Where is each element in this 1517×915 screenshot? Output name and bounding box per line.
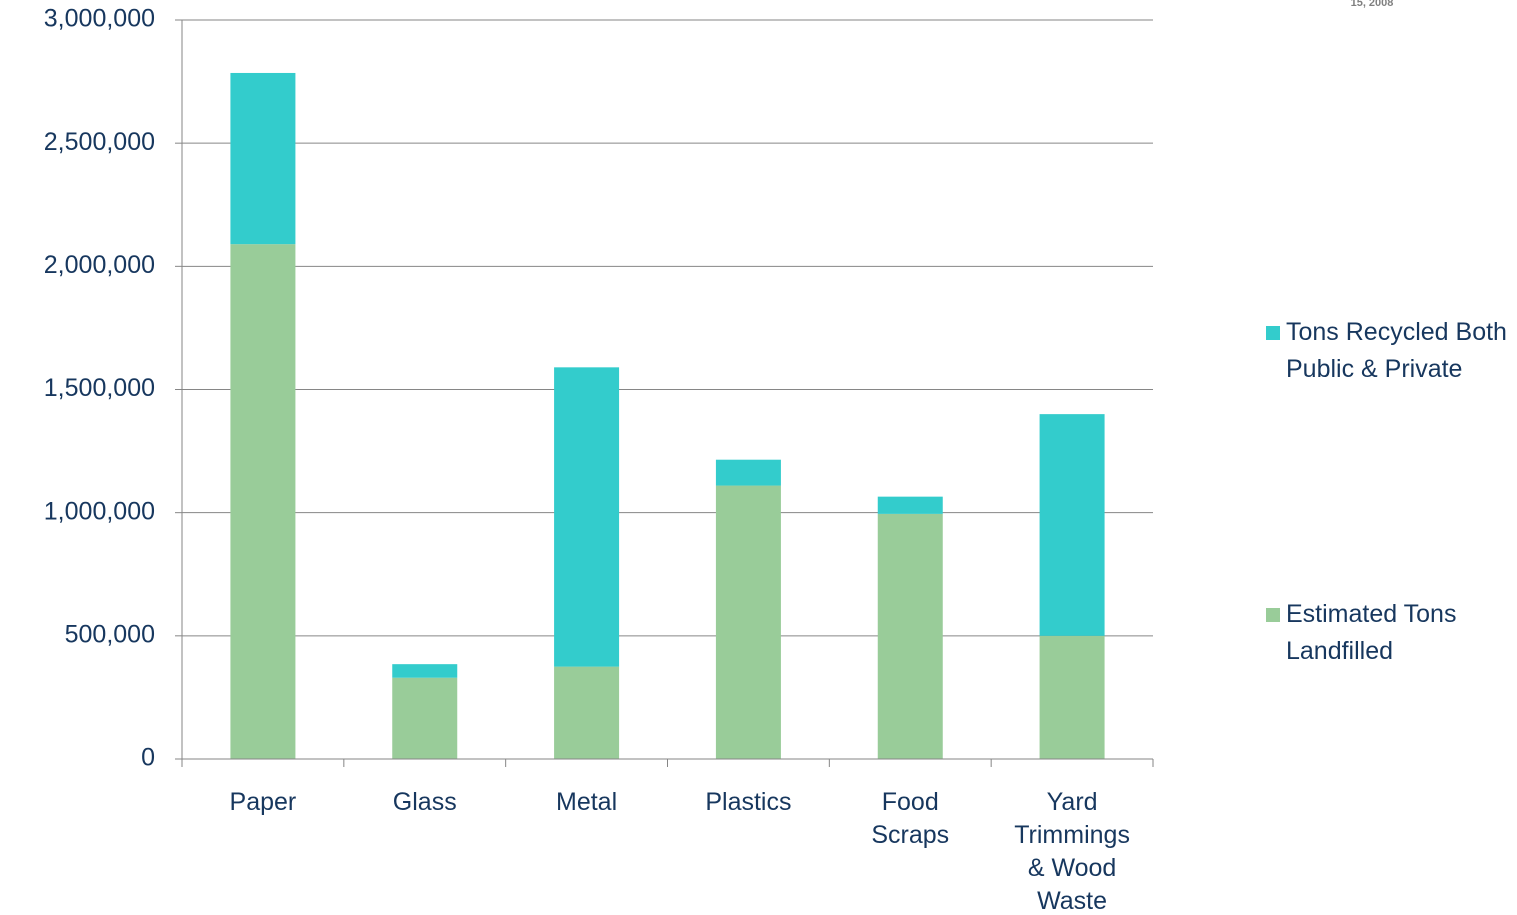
x-tick-label: Glass	[393, 788, 457, 816]
legend-label: Tons Recycled Both Public & Private	[1286, 318, 1507, 383]
bar-segment	[715, 485, 781, 759]
x-tick-label: Plastics	[705, 788, 791, 816]
bar-segment	[1039, 635, 1105, 759]
y-tick-label: 2,000,000	[44, 251, 155, 279]
bar-segment	[877, 496, 943, 514]
bar-segment	[715, 459, 781, 486]
bar-segment	[1039, 414, 1105, 636]
bar-segment	[554, 367, 620, 667]
bar-segment	[877, 513, 943, 759]
bar-segment	[230, 72, 296, 245]
bar-segment	[230, 244, 296, 759]
legend-swatch	[1266, 326, 1280, 340]
x-tick-label: Metal	[556, 788, 617, 816]
x-tick-label: Yard Trimmings & Wood Waste	[1014, 788, 1130, 915]
y-tick-label: 3,000,000	[44, 5, 155, 33]
bar-segment	[392, 664, 458, 678]
legend-swatch	[1266, 608, 1280, 622]
y-tick-label: 1,500,000	[44, 374, 155, 402]
y-tick-label: 500,000	[65, 620, 155, 648]
y-tick-label: 2,500,000	[44, 128, 155, 156]
y-tick-label: 0	[141, 744, 155, 772]
x-tick-label: Paper	[230, 788, 297, 816]
bar-segment	[554, 666, 620, 759]
y-tick-label: 1,000,000	[44, 497, 155, 525]
x-tick-label: Food Scraps	[871, 788, 949, 849]
legend-label: Estimated Tons Landfilled	[1286, 600, 1456, 665]
note: 15, 2008	[1351, 0, 1394, 9]
bar-segment	[392, 677, 458, 759]
